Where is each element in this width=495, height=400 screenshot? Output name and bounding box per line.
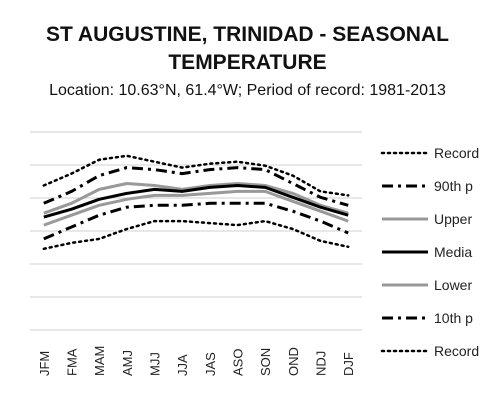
series-line-6 [42, 219, 350, 251]
x-tick-label: MAM [92, 346, 107, 376]
x-tick-label: MJJ [148, 352, 163, 376]
series-line-5 [43, 201, 349, 241]
x-tick-label: OND [286, 347, 301, 376]
series-line-0 [42, 154, 350, 197]
x-tick-label: ASO [231, 349, 246, 376]
x-tick-label: DJF [341, 352, 356, 376]
legend-label: Record [434, 145, 479, 161]
chart-title-line1: ST AUGUSTINE, TRINIDAD - SEASONAL [46, 23, 449, 46]
series-line-3 [43, 184, 349, 219]
x-tick-label: FMA [65, 348, 80, 376]
x-tick-label: JAS [203, 352, 218, 376]
gridlines [30, 131, 362, 331]
series-line-1 [43, 166, 349, 207]
x-tick-label: AMJ [120, 350, 135, 376]
legend-label: 90th p [434, 178, 473, 194]
x-tick-label: NDJ [314, 351, 329, 376]
legend-label: Upper [434, 211, 472, 227]
legend-label: Record [434, 343, 479, 359]
series-line-2 [43, 182, 349, 215]
series-line-4 [43, 189, 349, 227]
x-tick-label: JJA [175, 354, 190, 376]
chart-subtitle: Location: 10.63°N, 61.4°W; Period of rec… [49, 82, 446, 99]
x-tick-labels: JFM FMA MAM AMJ MJJ JJA JAS ASO SON OND NDJ DJF [37, 346, 356, 376]
x-tick-label: SON [258, 348, 273, 376]
legend-label: Media [434, 244, 472, 260]
legend-label: Lower [434, 277, 472, 293]
legend: Record 90th p Upper Media Lower 10th p Record [380, 145, 479, 359]
series-lines [42, 154, 350, 251]
legend-label: 10th p [434, 310, 473, 326]
chart-title-line2: TEMPERATURE [168, 51, 327, 74]
x-tick-label: JFM [37, 351, 52, 376]
